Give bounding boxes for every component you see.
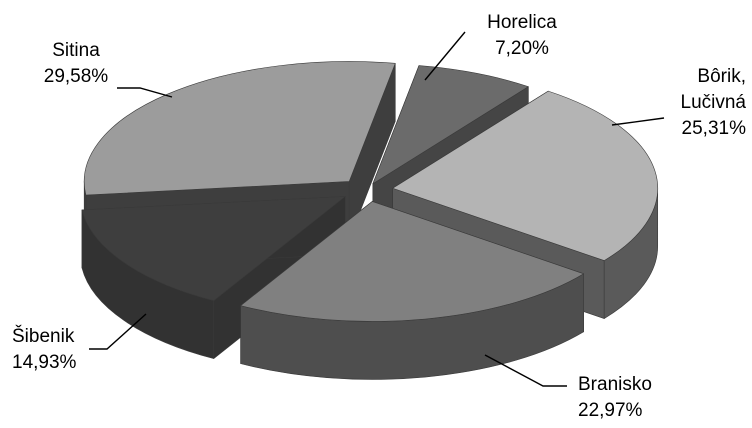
slice-3-data-label: Šibenik 14,93% bbox=[12, 325, 77, 373]
slice-0-top bbox=[372, 65, 529, 185]
slice-4-leader-line bbox=[117, 87, 173, 98]
slice-2-leader-line bbox=[484, 354, 567, 387]
slice-1-data-label: Bôrik, Lučivná 25,31% bbox=[681, 66, 747, 139]
slice-4-top bbox=[83, 61, 396, 196]
slice-0-leader-line bbox=[424, 31, 466, 81]
slice-1-leader-line bbox=[611, 117, 665, 126]
slice-4-data-label: Sitina 29,58% bbox=[44, 40, 109, 87]
slice-2-data-label: Branisko 22,97% bbox=[578, 374, 652, 421]
slice-0-data-label: Horelica 7,20% bbox=[487, 12, 557, 59]
slice-3-leader-line bbox=[89, 313, 147, 350]
slice-3-top bbox=[81, 196, 346, 301]
slice-2-top bbox=[240, 201, 584, 322]
slice-1-top bbox=[392, 90, 659, 261]
slice-2 bbox=[240, 201, 584, 380]
